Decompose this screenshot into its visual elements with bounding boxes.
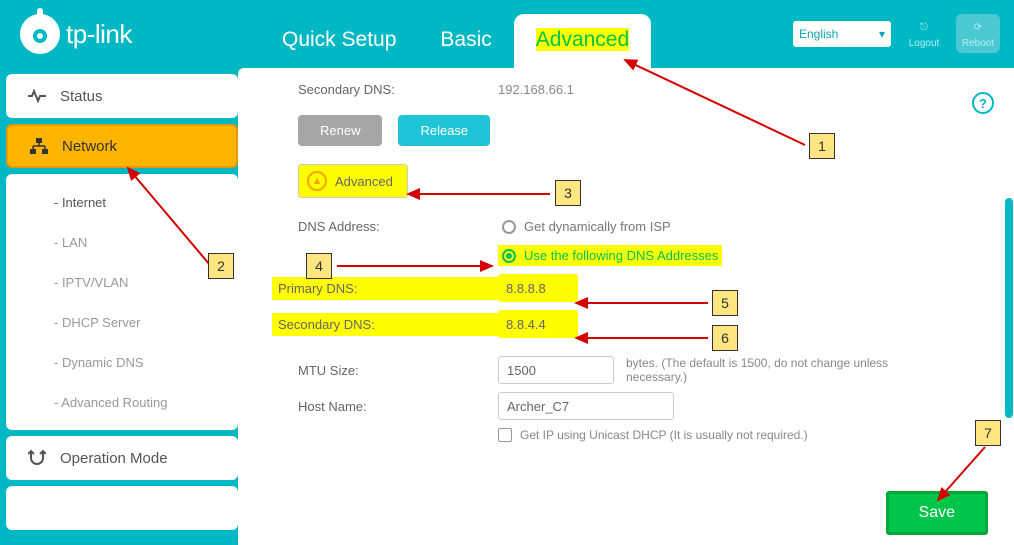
- network-icon: [30, 137, 48, 155]
- chevron-down-icon: ▾: [879, 27, 885, 41]
- reboot-label: Reboot: [962, 38, 994, 49]
- logout-button[interactable]: ⎋ Logout: [902, 18, 946, 49]
- callout-2: 2: [208, 253, 234, 279]
- opmode-icon: [28, 449, 46, 467]
- arrow-3: [400, 186, 560, 206]
- top-tabs: Quick Setup Basic Advanced: [260, 14, 651, 68]
- language-select[interactable]: English ▾: [792, 20, 892, 48]
- sidebar-item-label: Network: [62, 138, 117, 155]
- callout-3: 3: [555, 180, 581, 206]
- logo-icon: [20, 14, 60, 54]
- callout-4: 4: [306, 253, 332, 279]
- reboot-button[interactable]: ⟳ Reboot: [956, 14, 1000, 53]
- logo: tp-link: [20, 14, 132, 54]
- callout-1: 1: [809, 133, 835, 159]
- help-icon[interactable]: ?: [972, 92, 994, 114]
- mtu-note: bytes. (The default is 1500, do not chan…: [626, 356, 926, 384]
- radio-dynamic-isp[interactable]: Get dynamically from ISP: [498, 216, 675, 237]
- host-label: Host Name:: [298, 399, 498, 414]
- secdns-value: 192.168.66.1: [498, 82, 574, 97]
- sidebar-item-label: Operation Mode: [60, 450, 168, 467]
- arrow-7: [930, 445, 1000, 515]
- radio-use-dns[interactable]: Use the following DNS Addresses: [498, 245, 722, 266]
- release-button[interactable]: Release: [398, 115, 490, 146]
- sidebar-item-status[interactable]: Status: [6, 74, 238, 118]
- sidebar-sub-ddns[interactable]: - Dynamic DNS: [6, 342, 238, 382]
- sidebar-item-opmode[interactable]: Operation Mode: [6, 436, 238, 480]
- sidebar-sub-dhcp[interactable]: - DHCP Server: [6, 302, 238, 342]
- advanced-toggle[interactable]: ▲ Advanced: [298, 164, 408, 198]
- radio-icon: [502, 220, 516, 234]
- header-right: English ▾ ⎋ Logout ⟳ Reboot: [792, 14, 1000, 53]
- mtu-label: MTU Size:: [298, 363, 498, 378]
- radio-label: Use the following DNS Addresses: [524, 248, 718, 263]
- reboot-icon: ⟳: [969, 18, 987, 36]
- logout-icon: ⎋: [915, 18, 933, 36]
- arrow-4: [332, 258, 502, 278]
- renew-button[interactable]: Renew: [298, 115, 382, 146]
- status-icon: [28, 87, 46, 105]
- radio-icon: [502, 249, 516, 263]
- secdns2-label: Secondary DNS:: [272, 313, 498, 336]
- tab-basic[interactable]: Basic: [418, 14, 513, 68]
- sidebar-item-next[interactable]: [6, 486, 238, 530]
- arrow-1: [620, 55, 820, 155]
- secdns-label: Secondary DNS:: [298, 82, 498, 97]
- sidebar: Status Network - Internet - LAN - IPTV/V…: [0, 68, 238, 545]
- hostname-input[interactable]: [498, 392, 674, 420]
- advanced-toggle-label: Advanced: [335, 174, 393, 189]
- language-value: English: [799, 27, 838, 41]
- brand-text: tp-link: [66, 19, 132, 50]
- body: Status Network - Internet - LAN - IPTV/V…: [0, 68, 1014, 545]
- unicast-label: Get IP using Unicast DHCP (It is usually…: [520, 428, 808, 442]
- arrow-5: [568, 295, 718, 315]
- header: tp-link Quick Setup Basic Advanced Engli…: [0, 0, 1014, 68]
- chevron-up-icon: ▲: [307, 171, 327, 191]
- callout-7: 7: [975, 420, 1001, 446]
- logout-label: Logout: [909, 38, 940, 49]
- pridns-label: Primary DNS:: [272, 277, 498, 300]
- mtu-input[interactable]: [498, 356, 614, 384]
- scrollbar-thumb[interactable]: [1005, 198, 1013, 418]
- radio-label: Get dynamically from ISP: [524, 219, 671, 234]
- dnsaddr-label: DNS Address:: [298, 219, 498, 234]
- callout-6: 6: [712, 325, 738, 351]
- tab-advanced-label: Advanced: [536, 28, 629, 51]
- sidebar-item-label: Status: [60, 88, 103, 105]
- primary-dns-input[interactable]: [498, 274, 578, 302]
- arrow-6: [568, 330, 718, 350]
- tab-quick-setup[interactable]: Quick Setup: [260, 14, 418, 68]
- callout-5: 5: [712, 290, 738, 316]
- unicast-checkbox[interactable]: [498, 428, 512, 442]
- sidebar-sub-advroute[interactable]: - Advanced Routing: [6, 382, 238, 422]
- secondary-dns-input[interactable]: [498, 310, 578, 338]
